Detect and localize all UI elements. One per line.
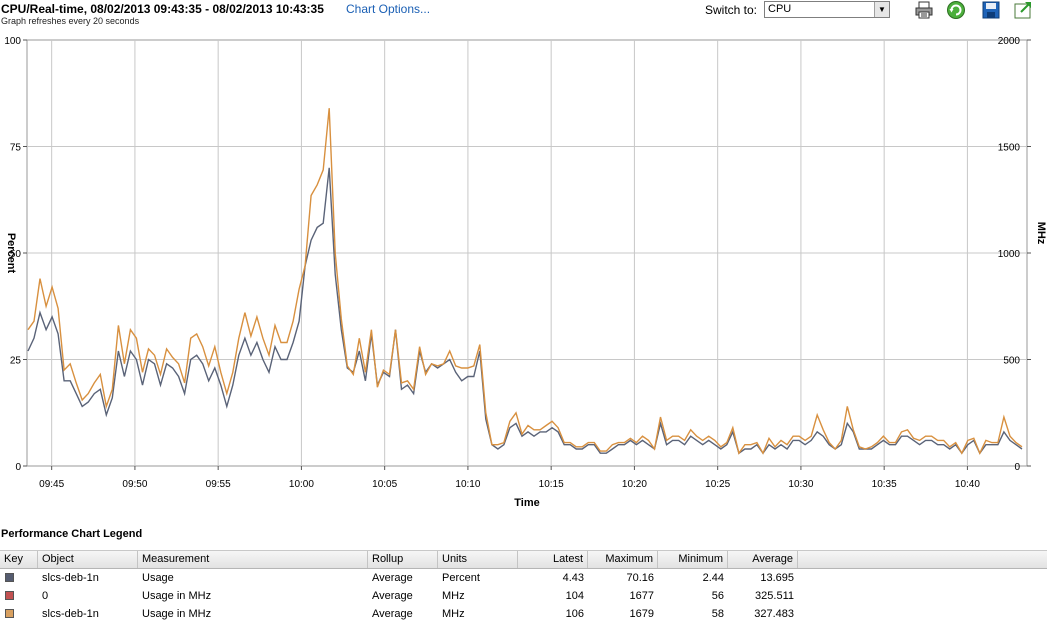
legend-header: Key Object Measurement Rollup Units Late… <box>0 550 1047 569</box>
switch-to-select[interactable]: CPU ▼ <box>764 1 890 18</box>
series-line-0 <box>27 167 1023 455</box>
legend-rollup: Average <box>372 572 413 584</box>
save-icon[interactable] <box>981 0 1001 20</box>
y-left-tick-label: 50 <box>10 249 22 260</box>
legend-object: slcs-deb-1n <box>42 572 99 584</box>
legend-title: Performance Chart Legend <box>1 528 143 540</box>
y-right-tick-label: 2000 <box>998 36 1021 47</box>
legend-latest: 106 <box>565 608 584 620</box>
legend-average: 325.511 <box>755 590 794 602</box>
legend-minimum: 2.44 <box>702 572 724 584</box>
export-icon[interactable] <box>1013 0 1033 20</box>
series-color-swatch <box>5 591 14 600</box>
y-left-tick-label: 75 <box>10 143 22 154</box>
legend-minimum: 58 <box>711 608 724 620</box>
series-line-1 <box>27 108 1023 455</box>
legend-units: MHz <box>442 608 465 620</box>
column-header-object[interactable]: Object <box>38 551 138 568</box>
y-left-tick-label: 100 <box>4 36 21 47</box>
column-header-average[interactable]: Average <box>728 551 798 568</box>
refresh-note: Graph refreshes every 20 seconds <box>1 16 140 26</box>
chart-title: CPU/Real-time, 08/02/2013 09:43:35 - 08/… <box>1 2 324 16</box>
refresh-icon[interactable] <box>946 0 966 20</box>
legend-average: 13.695 <box>760 572 794 584</box>
printer-icon[interactable] <box>914 0 934 20</box>
legend-units: Percent <box>442 572 480 584</box>
right-axis: 2000 1500 1000 500 0 <box>998 36 1031 473</box>
x-tick-label: 10:15 <box>539 479 564 490</box>
legend-units: MHz <box>442 590 465 602</box>
y-right-tick-label: 1500 <box>998 143 1021 154</box>
x-tick-label: 10:05 <box>372 479 397 490</box>
legend-object: 0 <box>42 590 49 602</box>
switch-to-value: CPU <box>768 3 792 15</box>
legend-measurement: Usage in MHz <box>142 590 212 602</box>
legend-maximum: 70.16 <box>626 572 654 584</box>
x-tick-label: 10:35 <box>872 479 897 490</box>
legend-minimum: 56 <box>711 590 724 602</box>
y-left-tick-label: 0 <box>15 462 21 473</box>
column-header-key[interactable]: Key <box>0 551 38 568</box>
x-tick-label: 10:20 <box>622 479 647 490</box>
y-right-tick-label: 0 <box>1014 462 1020 473</box>
column-header-units[interactable]: Units <box>438 551 518 568</box>
column-header-minimum[interactable]: Minimum <box>658 551 728 568</box>
series-color-swatch <box>5 609 14 618</box>
series-color-swatch <box>5 573 14 582</box>
chart-header: CPU/Real-time, 08/02/2013 09:43:35 - 08/… <box>0 0 1047 30</box>
y-left-tick-label: 25 <box>10 356 22 367</box>
left-axis: 100 75 50 25 0 <box>4 36 27 473</box>
legend-rollup: Average <box>372 590 413 602</box>
column-header-maximum[interactable]: Maximum <box>588 551 658 568</box>
x-tick-label: 10:30 <box>788 479 813 490</box>
chevron-down-icon[interactable]: ▼ <box>874 2 889 17</box>
switch-to-label: Switch to: <box>705 3 758 17</box>
y-right-tick-label: 500 <box>1003 356 1020 367</box>
column-header-rollup[interactable]: Rollup <box>368 551 438 568</box>
legend-measurement: Usage <box>142 572 174 584</box>
legend-maximum: 1679 <box>629 608 654 620</box>
y-right-tick-label: 1000 <box>998 249 1021 260</box>
legend-latest: 104 <box>565 590 584 602</box>
x-tick-label: 09:50 <box>122 479 147 490</box>
legend-rollup: Average <box>372 608 413 620</box>
legend-row[interactable]: 0 Usage in MHz Average MHz 104 1677 56 3… <box>0 587 1047 605</box>
x-tick-label: 10:10 <box>455 479 480 490</box>
x-axis-label: Time <box>514 497 539 509</box>
column-header-measurement[interactable]: Measurement <box>138 551 368 568</box>
legend-average: 327.483 <box>754 608 794 620</box>
grid <box>27 40 1027 466</box>
x-tick-label: 09:55 <box>206 479 231 490</box>
legend-maximum: 1677 <box>629 590 654 602</box>
y-axis-left-label: Percent <box>5 233 17 274</box>
series-group <box>27 108 1023 455</box>
legend-object: slcs-deb-1n <box>42 608 99 620</box>
chart-options-link[interactable]: Chart Options... <box>346 2 431 16</box>
x-tick-label: 10:40 <box>955 479 980 490</box>
column-header-latest[interactable]: Latest <box>518 551 588 568</box>
legend-row[interactable]: slcs-deb-1n Usage in MHz Average MHz 106… <box>0 605 1047 623</box>
x-tick-label: 10:00 <box>289 479 314 490</box>
x-axis: 09:45 09:50 09:55 10:00 10:05 10:10 10:15 10:20… <box>39 466 980 490</box>
x-tick-label: 10:25 <box>705 479 730 490</box>
legend-latest: 4.43 <box>562 572 584 584</box>
legend-measurement: Usage in MHz <box>142 608 212 620</box>
y-axis-right-label: MHz <box>1035 222 1047 245</box>
legend-row[interactable]: slcs-deb-1n Usage Average Percent 4.43 7… <box>0 569 1047 587</box>
x-tick-label: 09:45 <box>39 479 64 490</box>
